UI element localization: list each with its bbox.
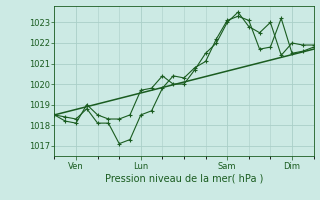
X-axis label: Pression niveau de la mer( hPa ): Pression niveau de la mer( hPa ) bbox=[105, 173, 263, 183]
